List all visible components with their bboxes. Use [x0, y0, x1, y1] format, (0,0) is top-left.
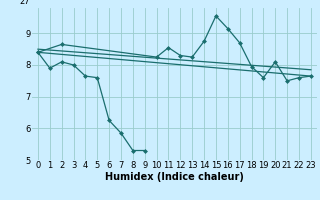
X-axis label: Humidex (Indice chaleur): Humidex (Indice chaleur)	[105, 172, 244, 182]
Text: 27: 27	[19, 0, 30, 6]
